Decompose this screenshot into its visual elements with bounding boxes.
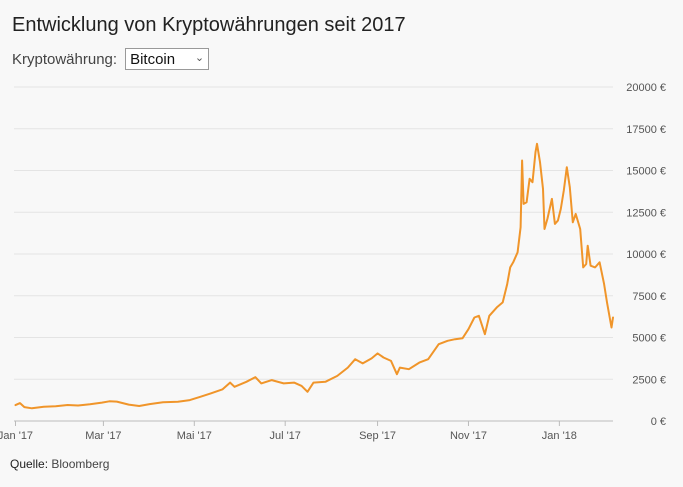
- x-tick-label: Mar '17: [85, 430, 121, 442]
- currency-select[interactable]: Bitcoin ⌄: [125, 48, 210, 70]
- axis-layer: 0 € 2500 € 5000 € 7500 € 10000 € 12500 € 15000…: [0, 82, 666, 442]
- line-layer: [14, 142, 614, 410]
- x-tick-label: Sep '17: [359, 430, 396, 442]
- currency-select-value: Bitcoin: [130, 50, 176, 68]
- y-tick-label: 10000 €: [626, 249, 666, 261]
- x-tick-label: Nov '17: [450, 430, 487, 442]
- y-tick-label: 2500 €: [632, 374, 666, 386]
- y-tick-label: 7500 €: [632, 291, 666, 303]
- y-tick-label: 5000 €: [632, 333, 666, 345]
- source-note: Quelle: Bloomberg: [10, 457, 109, 471]
- y-tick-label: 0 €: [651, 416, 666, 428]
- currency-selector-row: Kryptowährung: Bitcoin ⌄: [12, 48, 210, 70]
- y-tick-label: 12500 €: [626, 207, 666, 219]
- bitcoin-price-line: [14, 142, 614, 410]
- source-value: Bloomberg: [51, 457, 110, 471]
- x-tick-label: Jan '18: [542, 430, 577, 442]
- y-tick-label: 15000 €: [626, 166, 666, 178]
- x-tick-label: Mai '17: [177, 430, 212, 442]
- y-tick-label: 20000 €: [626, 82, 666, 94]
- currency-selector-label: Kryptowährung:: [12, 50, 118, 68]
- grid-layer: [14, 86, 613, 422]
- x-tick-label: Jul '17: [269, 430, 300, 442]
- price-chart: 0 € 2500 € 5000 € 7500 € 10000 € 12500 € 15000…: [0, 82, 666, 442]
- y-tick-label: 17500 €: [626, 124, 666, 136]
- x-tick-label: Jan '17: [0, 430, 33, 442]
- chart-title: Entwicklung von Kryptowährungen seit 201…: [12, 14, 406, 36]
- chevron-down-icon: ⌄: [194, 52, 205, 64]
- source-label: Quelle:: [10, 457, 49, 471]
